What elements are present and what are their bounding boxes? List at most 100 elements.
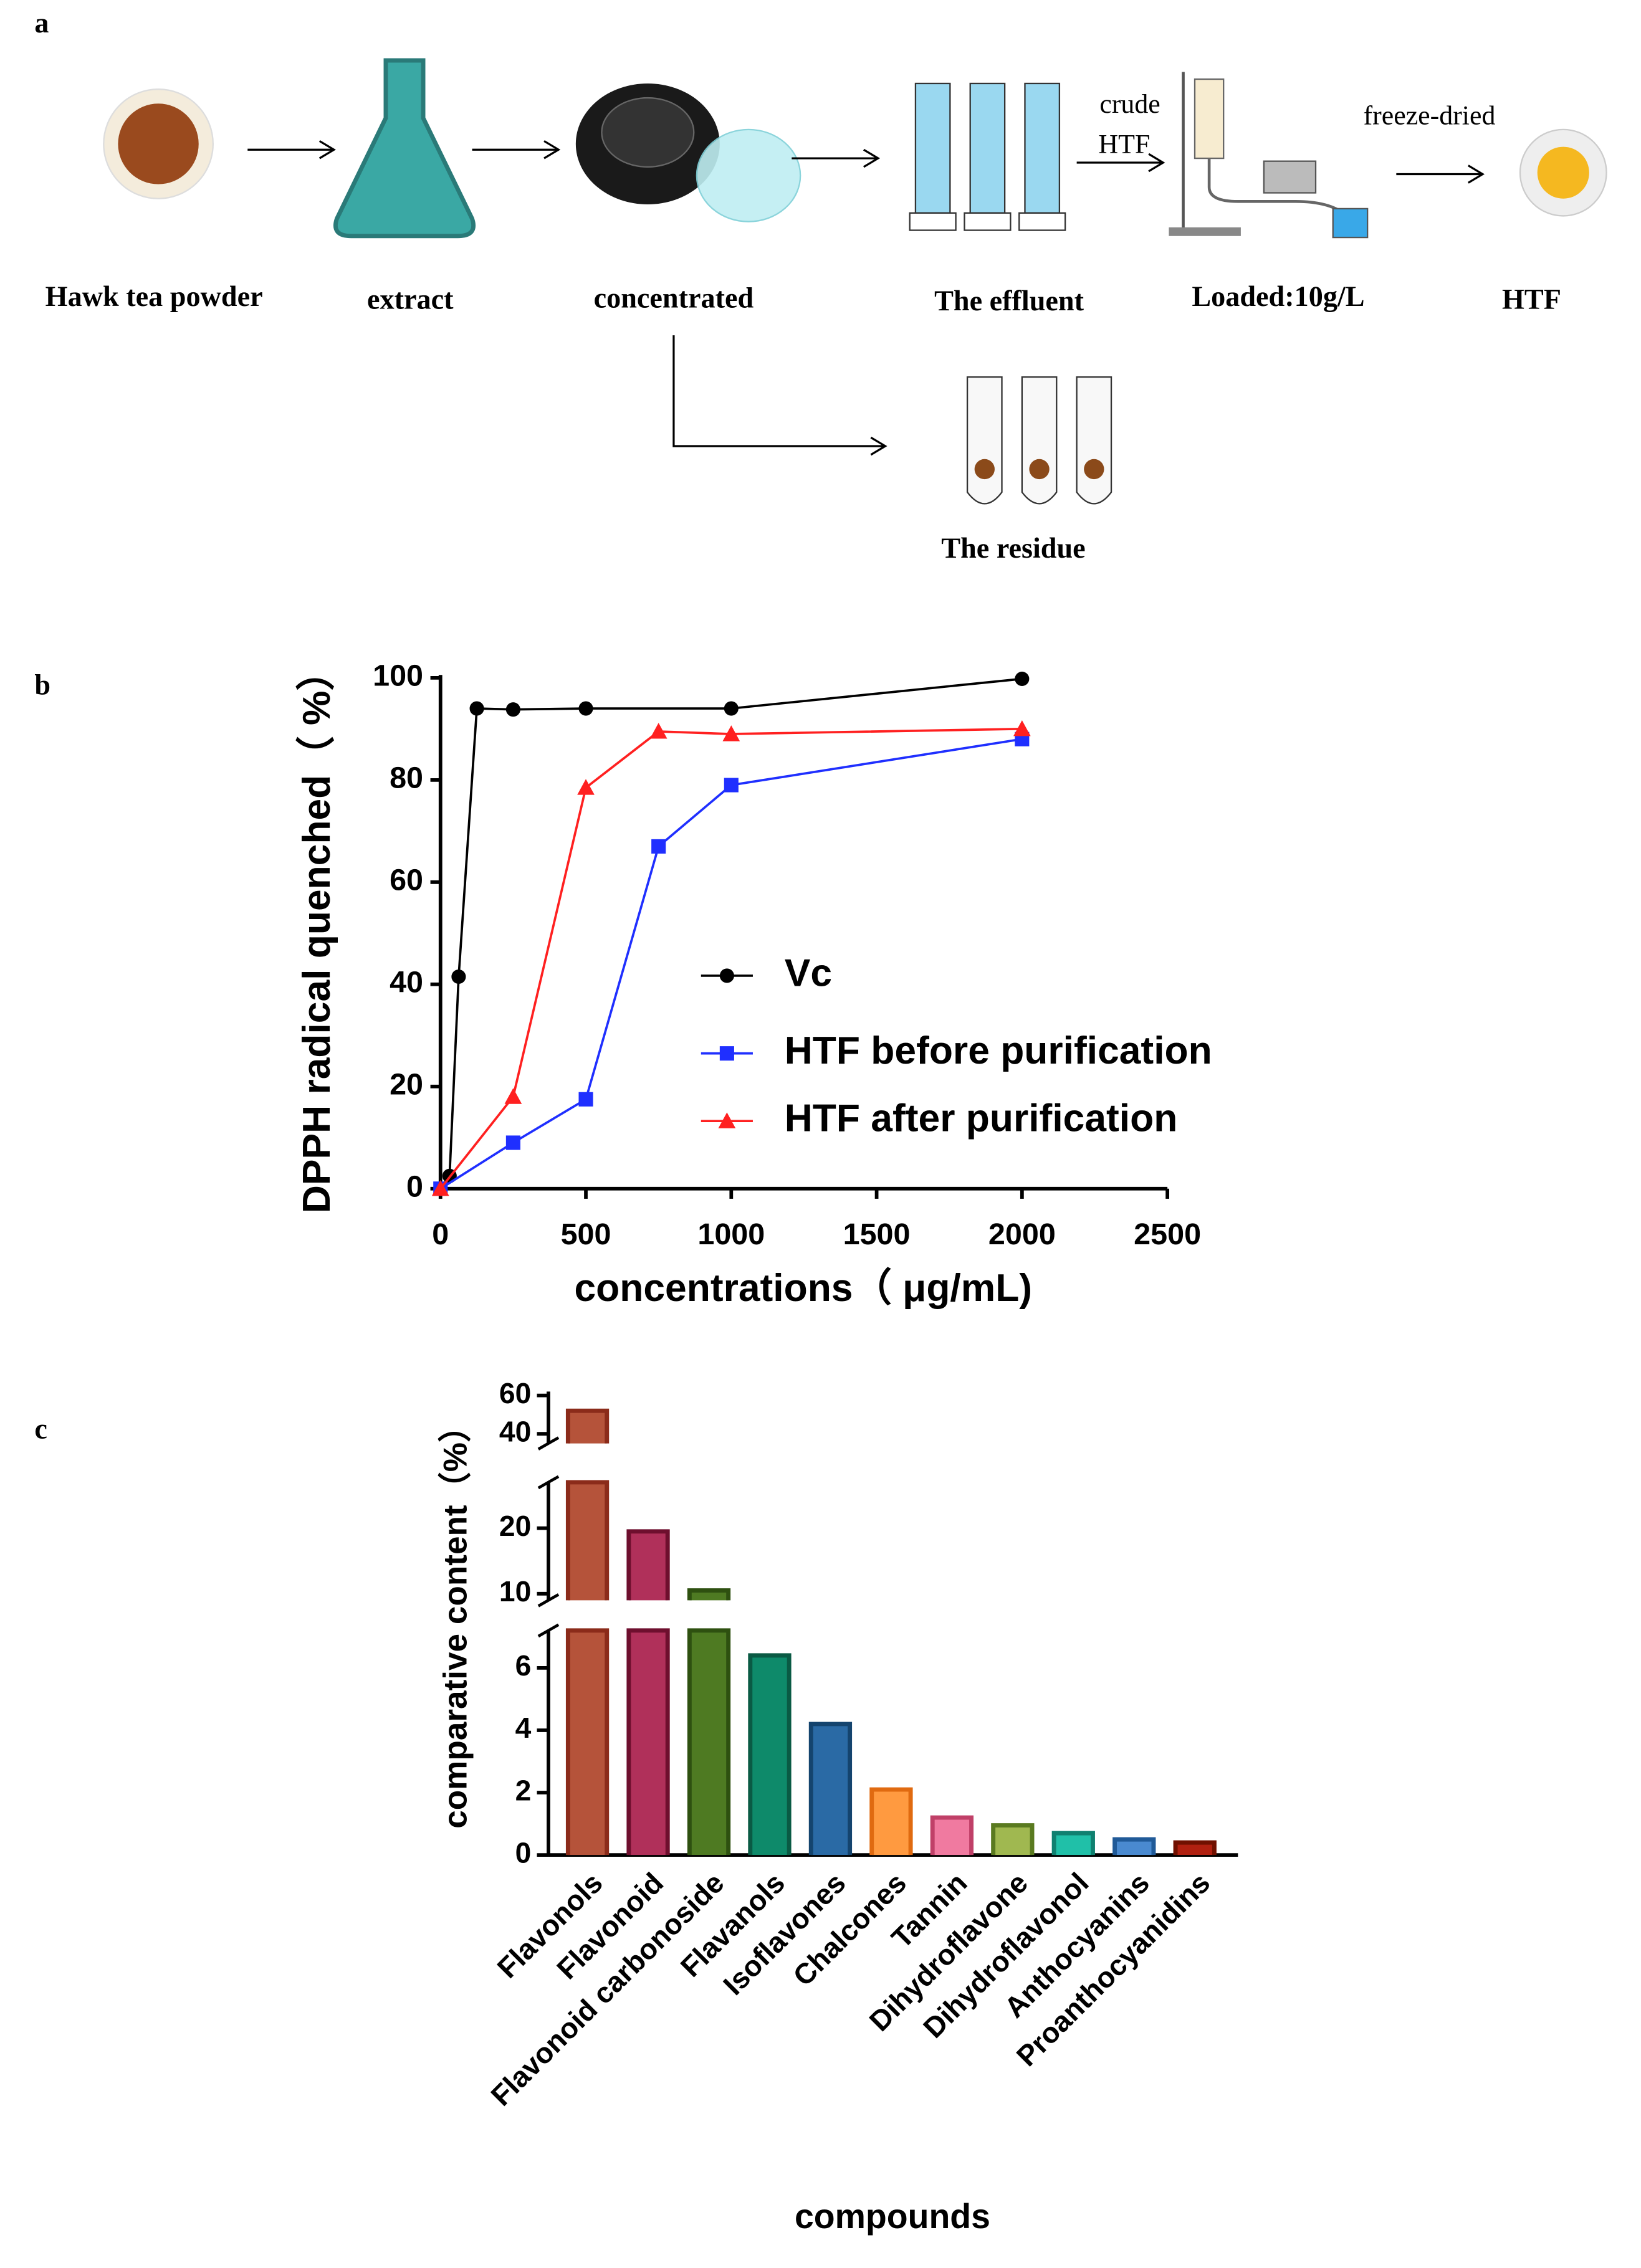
- axis-break: [537, 1593, 560, 1608]
- x-tick-label: 1500: [843, 1217, 911, 1251]
- line: [439, 727, 1022, 1189]
- arrow-label: freeze-dried: [1364, 100, 1496, 130]
- y-tick-label: 2: [515, 1774, 532, 1806]
- marker: [724, 701, 739, 716]
- stand-base: [1169, 227, 1241, 236]
- arrow: [472, 140, 561, 160]
- tube-cap: [909, 212, 957, 231]
- tube: [1076, 376, 1112, 505]
- legend-marker: [719, 1046, 734, 1061]
- tube: [969, 82, 1006, 214]
- lid: [696, 128, 801, 222]
- step-label: concentrated: [594, 282, 754, 313]
- marker: [578, 1092, 593, 1107]
- arrow-label: HTF: [1098, 130, 1150, 160]
- x-tick-label: 2000: [988, 1217, 1056, 1251]
- arrow: [247, 140, 336, 160]
- x-axis-label: compounds: [795, 2197, 990, 2236]
- y-tick-label: 80: [390, 761, 423, 795]
- legend-label: Vc: [785, 951, 832, 994]
- line: [439, 738, 1023, 1190]
- tube-cap: [964, 212, 1012, 231]
- arrow: [672, 335, 887, 456]
- marker: [451, 969, 466, 984]
- arrow-label: crude: [1099, 89, 1160, 119]
- step-label: HTF: [1502, 284, 1561, 315]
- bar: [808, 1722, 853, 1856]
- legend-marker: [718, 1112, 736, 1128]
- bar: [687, 1588, 731, 1856]
- y-tick-label: 4: [515, 1712, 532, 1744]
- pellet: [974, 459, 995, 480]
- bar: [1051, 1831, 1095, 1856]
- arrow: [1076, 153, 1165, 173]
- tube: [966, 376, 1003, 505]
- marker: [431, 1179, 449, 1196]
- centrifuge-rotor: [601, 97, 695, 168]
- marker: [651, 839, 666, 854]
- diagram: Hawk tea powder extract concentrated The…: [45, 58, 1607, 564]
- arrow: [1396, 164, 1485, 184]
- y-tick-label: 100: [373, 659, 423, 693]
- legend-marker: [719, 968, 734, 983]
- marker: [649, 723, 667, 739]
- dried-powder: [1537, 146, 1589, 199]
- panel-label: c: [34, 1413, 47, 1445]
- y-tick-label: 40: [499, 1415, 531, 1447]
- tube: [1021, 376, 1058, 505]
- bar: [1173, 1840, 1217, 1856]
- bar: [748, 1653, 792, 1856]
- bar: [869, 1787, 913, 1856]
- y-tick-label: 40: [390, 966, 423, 999]
- line: [439, 677, 1023, 1189]
- column-apparatus: [1169, 72, 1369, 239]
- step-label: Hawk tea powder: [45, 280, 263, 312]
- y-tick-label: 6: [515, 1649, 532, 1682]
- y-axis-label: comparative content（%）: [437, 1409, 474, 1829]
- arrow: [792, 148, 881, 168]
- tube: [914, 82, 951, 214]
- x-tick-label: 0: [432, 1217, 449, 1251]
- marker: [505, 1135, 520, 1150]
- legend-label: HTF after purification: [785, 1097, 1178, 1140]
- y-tick-label: 0: [515, 1836, 532, 1869]
- pump: [1263, 160, 1317, 194]
- y-tick-label: 20: [390, 1068, 423, 1102]
- y-tick-label: 20: [499, 1510, 531, 1542]
- bar: [930, 1815, 974, 1856]
- step-label: extract: [367, 284, 454, 315]
- bar: [565, 1408, 610, 1856]
- bar: [626, 1529, 670, 1856]
- y-axis-label: DPPH radical quenched（ %）: [295, 652, 338, 1213]
- bar: [1112, 1837, 1156, 1856]
- tube-cap: [1018, 212, 1066, 231]
- marker: [1015, 671, 1030, 687]
- flask: [333, 58, 476, 239]
- beaker: [1332, 207, 1369, 239]
- step-label: The residue: [941, 532, 1085, 564]
- marker: [504, 1088, 522, 1104]
- y-tick-label: 60: [390, 864, 423, 897]
- axis-break: [537, 1623, 560, 1638]
- powder: [118, 103, 199, 184]
- marker: [578, 701, 593, 716]
- y-tick-label: 10: [499, 1575, 531, 1608]
- y-tick-label: 0: [406, 1170, 423, 1204]
- legend-label: HTF before purification: [785, 1029, 1212, 1072]
- x-tick-label: 1000: [697, 1217, 765, 1251]
- tubes: [909, 82, 1066, 231]
- marker: [505, 702, 520, 717]
- marker: [577, 779, 595, 795]
- panel-label: b: [34, 669, 50, 701]
- marker: [724, 778, 739, 793]
- panel-label: a: [34, 7, 49, 39]
- y-tick-label: 60: [499, 1377, 531, 1409]
- pellet: [1084, 459, 1104, 480]
- axis-break: [537, 1436, 560, 1451]
- column: [1194, 78, 1225, 160]
- step-label: Loaded:10g/L: [1192, 280, 1364, 312]
- x-tick-label: 2500: [1134, 1217, 1201, 1251]
- step-label: The effluent: [934, 285, 1084, 317]
